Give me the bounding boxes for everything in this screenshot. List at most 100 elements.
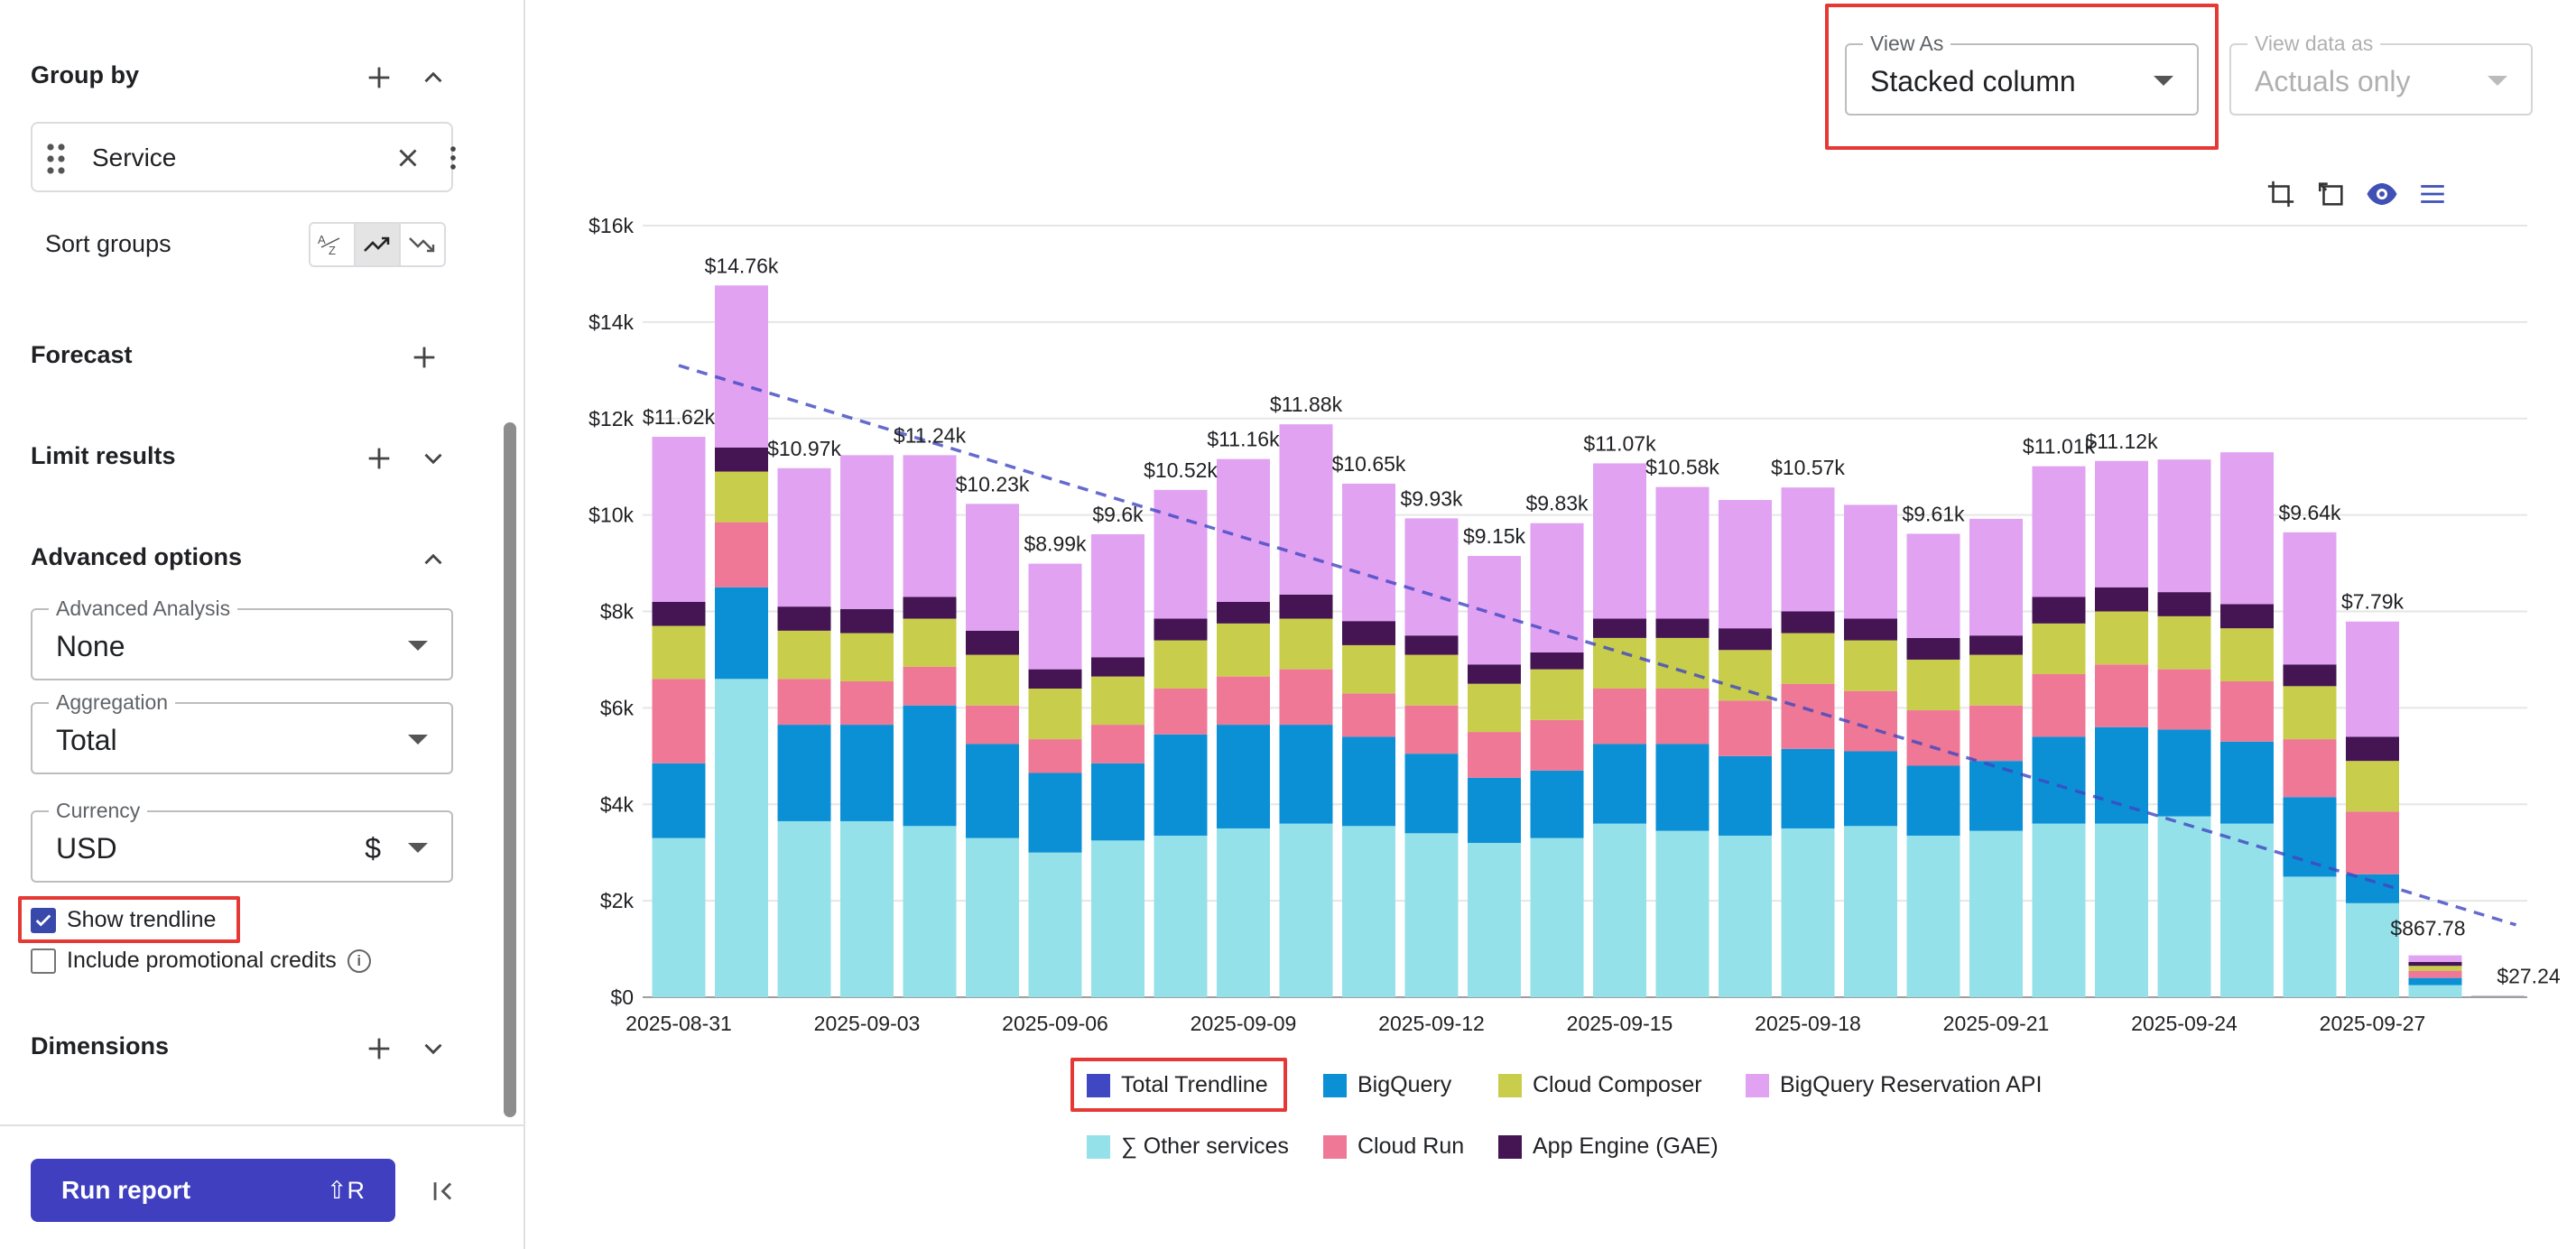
bar-segment[interactable] — [1028, 773, 1082, 853]
bar-segment[interactable] — [1781, 828, 1835, 997]
bar-segment[interactable] — [2032, 466, 2086, 597]
bar-segment[interactable] — [1468, 777, 1521, 843]
bar-segment[interactable] — [2095, 460, 2148, 587]
bar-segment[interactable] — [777, 725, 831, 821]
bar-segment[interactable] — [1154, 489, 1208, 619]
bar-segment[interactable] — [652, 763, 706, 838]
bar-segment[interactable] — [2408, 985, 2462, 997]
bar-segment[interactable] — [1969, 830, 2023, 997]
bar-segment[interactable] — [1028, 689, 1082, 740]
bar-segment[interactable] — [2408, 977, 2462, 985]
bar-segment[interactable] — [715, 447, 768, 472]
bar-segment[interactable] — [1279, 725, 1333, 824]
advanced-analysis-select[interactable]: Advanced Analysis None — [31, 597, 453, 680]
sort-ascending-icon[interactable] — [356, 224, 401, 265]
bar-segment[interactable] — [1468, 683, 1521, 733]
bar-segment[interactable] — [2220, 680, 2274, 742]
add-limit-icon[interactable] — [359, 439, 399, 478]
bar-segment[interactable] — [2032, 623, 2086, 674]
bar-segment[interactable] — [1530, 837, 1584, 997]
bar-segment[interactable] — [1719, 700, 1772, 756]
bar-segment[interactable] — [2346, 621, 2399, 737]
bar-segment[interactable] — [840, 820, 894, 997]
bar-segment[interactable] — [652, 837, 706, 997]
info-icon[interactable]: i — [347, 948, 371, 973]
bar-segment[interactable] — [2408, 961, 2462, 967]
bar-segment[interactable] — [2220, 604, 2274, 629]
bar-segment[interactable] — [2220, 452, 2274, 605]
promo-credits-checkbox[interactable]: Include promotional credits i — [31, 948, 371, 974]
legend-item[interactable]: BigQuery — [1323, 1072, 1451, 1098]
bar-segment[interactable] — [2283, 686, 2337, 740]
bar-segment[interactable] — [1906, 533, 1960, 638]
bar-segment[interactable] — [1906, 710, 1960, 766]
bar-segment[interactable] — [1844, 690, 1897, 752]
bar-segment[interactable] — [2157, 729, 2211, 817]
checkbox-unchecked-icon[interactable] — [31, 948, 56, 974]
bar-segment[interactable] — [1906, 659, 1960, 711]
bar-segment[interactable] — [1655, 486, 1710, 619]
bar-segment[interactable] — [1468, 732, 1521, 778]
run-report-button[interactable]: Run report ⇧R — [31, 1159, 395, 1222]
bar-segment[interactable] — [777, 606, 831, 631]
bar-segment[interactable] — [2095, 823, 2148, 997]
aggregation-select[interactable]: Aggregation Total — [31, 690, 453, 774]
add-forecast-icon[interactable] — [404, 338, 444, 377]
bar-segment[interactable] — [966, 744, 1019, 838]
bar-segment[interactable] — [2220, 823, 2274, 997]
bar-segment[interactable] — [903, 826, 957, 997]
bar-segment[interactable] — [715, 285, 768, 448]
bar-segment[interactable] — [715, 587, 768, 680]
bar-segment[interactable] — [1468, 843, 1521, 997]
bar-segment[interactable] — [1217, 828, 1270, 997]
scrollbar[interactable] — [504, 422, 516, 1117]
bar-segment[interactable] — [777, 820, 831, 997]
bar-segment[interactable] — [1906, 765, 1960, 836]
legend-item[interactable]: Total Trendline — [1087, 1072, 1268, 1098]
bar-segment[interactable] — [966, 504, 1019, 631]
bar-segment[interactable] — [1844, 618, 1897, 641]
bar-segment[interactable] — [1655, 744, 1710, 831]
bar-segment[interactable] — [2283, 739, 2337, 798]
bar-segment[interactable] — [1217, 623, 1270, 677]
bar-segment[interactable] — [2220, 628, 2274, 681]
checkbox-checked-icon[interactable] — [31, 907, 56, 933]
bar-segment[interactable] — [966, 654, 1019, 706]
bar-segment[interactable] — [1404, 654, 1459, 706]
bar-segment[interactable] — [2283, 532, 2337, 665]
bar-segment[interactable] — [1781, 611, 1835, 634]
bar-segment[interactable] — [1719, 650, 1772, 701]
bar-segment[interactable] — [2283, 876, 2337, 997]
bar-segment[interactable] — [1593, 823, 1646, 997]
bar-segment[interactable] — [966, 705, 1019, 745]
bar-segment[interactable] — [1154, 689, 1208, 735]
bar-segment[interactable] — [1217, 676, 1270, 726]
bar-segment[interactable] — [1028, 739, 1082, 773]
view-as-select[interactable]: View As Stacked column — [1845, 32, 2199, 116]
bar-segment[interactable] — [1028, 852, 1082, 997]
bar-segment[interactable] — [715, 471, 768, 523]
bar-segment[interactable] — [903, 618, 957, 667]
bar-segment[interactable] — [2157, 816, 2211, 997]
bar-segment[interactable] — [1342, 644, 1395, 694]
bar-segment[interactable] — [1279, 594, 1333, 619]
bar-segment[interactable] — [2095, 611, 2148, 665]
bar-segment[interactable] — [2346, 902, 2399, 997]
bar-segment[interactable] — [2408, 966, 2462, 971]
group-chip-service[interactable]: Service — [31, 122, 456, 192]
bar-segment[interactable] — [840, 455, 894, 609]
bar-segment[interactable] — [1154, 734, 1208, 836]
bar-segment[interactable] — [1217, 725, 1270, 828]
bar-segment[interactable] — [1279, 669, 1333, 726]
sort-alpha-icon[interactable]: A Z — [310, 224, 356, 265]
bar-segment[interactable] — [1279, 618, 1333, 670]
bar-segment[interactable] — [1593, 618, 1646, 638]
bar-segment[interactable] — [840, 608, 894, 634]
bar-segment[interactable] — [1593, 689, 1646, 745]
bar-segment[interactable] — [652, 625, 706, 680]
bar-segment[interactable] — [1091, 840, 1144, 997]
bar-segment[interactable] — [1655, 689, 1710, 745]
chevron-up-icon[interactable] — [413, 58, 453, 97]
show-trendline-checkbox[interactable]: Show trendline — [31, 907, 216, 933]
bar-segment[interactable] — [652, 679, 706, 763]
